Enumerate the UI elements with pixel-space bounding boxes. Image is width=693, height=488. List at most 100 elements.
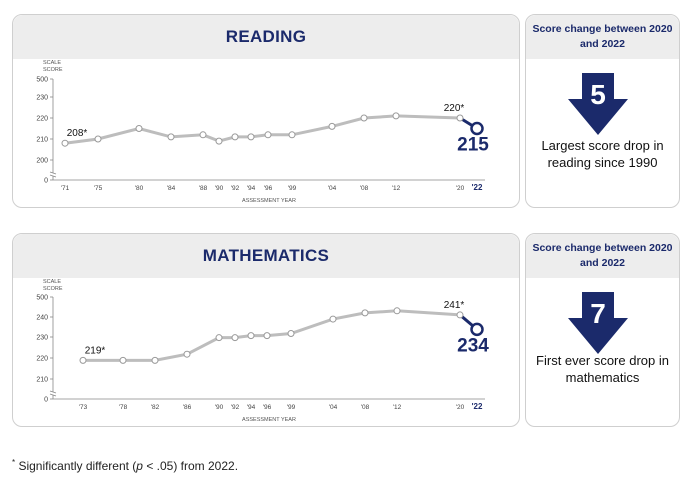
x-axis-label: ASSESSMENT YEAR bbox=[242, 198, 296, 204]
data-point bbox=[288, 131, 296, 139]
x-tick-label: '82 bbox=[151, 404, 160, 411]
data-point bbox=[199, 131, 207, 139]
data-point bbox=[328, 122, 336, 130]
mathematics-chart-header bbox=[13, 234, 519, 278]
mathematics-change-description: First ever score drop in mathematics bbox=[536, 353, 669, 385]
x-tick-label: '90 bbox=[215, 404, 224, 411]
y-tick-label: 0 bbox=[44, 397, 48, 404]
data-point bbox=[263, 332, 271, 340]
y-tick-label: 0 bbox=[44, 178, 48, 185]
x-tick-label: '96 bbox=[264, 185, 273, 192]
data-point bbox=[215, 137, 223, 145]
data-point bbox=[329, 315, 337, 323]
y-axis-label-line: SCALE bbox=[43, 279, 61, 285]
data-label: 219* bbox=[85, 345, 106, 356]
data-point bbox=[264, 131, 272, 139]
x-tick-label: '22 bbox=[472, 402, 483, 411]
y-tick-label: 230 bbox=[36, 95, 48, 102]
mathematics-change-header bbox=[526, 234, 679, 278]
x-tick-label: '12 bbox=[392, 185, 401, 192]
data-label-2022: 215 bbox=[457, 135, 489, 156]
data-point bbox=[231, 133, 239, 141]
reading-change-card: Score change between 2020 and 2022 5 Lar… bbox=[525, 14, 680, 208]
data-label: 241* bbox=[444, 300, 465, 311]
reading-change-description: Largest score drop in reading since 1990 bbox=[541, 138, 664, 170]
x-tick-label: '04 bbox=[328, 185, 337, 192]
mathematics-change-value: 7 bbox=[590, 298, 606, 329]
series-line bbox=[64, 114, 461, 145]
data-point bbox=[247, 133, 255, 141]
x-tick-label: '94 bbox=[247, 185, 256, 192]
x-tick-label: '22 bbox=[472, 183, 483, 192]
data-point bbox=[360, 114, 368, 122]
data-point bbox=[470, 322, 484, 337]
data-point bbox=[167, 133, 175, 141]
mathematics-change-card: Score change between 2020 and 2022 7 Fir… bbox=[525, 233, 680, 427]
data-label: 208* bbox=[67, 128, 88, 139]
x-tick-label: '04 bbox=[329, 404, 338, 411]
x-tick-label: '20 bbox=[456, 404, 465, 411]
x-tick-label: '08 bbox=[361, 404, 370, 411]
data-point bbox=[61, 139, 69, 147]
data-point bbox=[94, 135, 102, 143]
y-axis-label-line: SCALE bbox=[43, 60, 61, 66]
y-tick-label: 220 bbox=[36, 116, 48, 123]
x-tick-label: '92 bbox=[231, 185, 240, 192]
data-point bbox=[79, 356, 87, 364]
reading-chart-header bbox=[13, 15, 519, 59]
data-point bbox=[183, 350, 191, 358]
y-axis-label-line: SCORE bbox=[43, 286, 63, 292]
y-tick-label: 500 bbox=[36, 77, 48, 84]
y-tick-label: 220 bbox=[36, 356, 48, 363]
data-point bbox=[151, 356, 159, 364]
x-tick-label: '73 bbox=[79, 404, 88, 411]
mathematics-chart-card: MATHEMATICS SCALE SCORE 0 210 220 230 240 500 '7… bbox=[12, 233, 520, 427]
mathematics-change-title: Score change between 2020 and 2022 bbox=[532, 242, 673, 269]
reading-chart-title: READING bbox=[225, 27, 307, 46]
reading-change-header bbox=[526, 15, 679, 59]
x-tick-label: '71 bbox=[61, 185, 70, 192]
data-point bbox=[456, 311, 464, 319]
data-point bbox=[247, 332, 255, 340]
data-label: 220* bbox=[444, 103, 465, 114]
data-label-2022: 234 bbox=[457, 335, 489, 356]
footnote-text-before: Significantly different ( bbox=[15, 459, 137, 473]
y-tick-label: 230 bbox=[36, 335, 48, 342]
data-point bbox=[392, 112, 400, 120]
x-tick-label: '99 bbox=[288, 185, 297, 192]
significance-footnote: * Significantly different (p < .05) from… bbox=[12, 458, 238, 473]
y-tick-label: 240 bbox=[36, 315, 48, 322]
reading-chart-card: READING SCALE SCORE 0 200 210 220 230 500 '71 '75… bbox=[12, 14, 520, 208]
x-tick-label: '78 bbox=[119, 404, 128, 411]
data-point bbox=[470, 121, 484, 136]
x-tick-label: '92 bbox=[231, 404, 240, 411]
down-arrow-icon bbox=[568, 292, 628, 354]
mathematics-chart-title: MATHEMATICS bbox=[202, 246, 330, 265]
x-tick-label: '08 bbox=[360, 185, 369, 192]
data-point bbox=[119, 356, 127, 364]
data-point bbox=[361, 309, 369, 317]
axis-break-mark bbox=[49, 171, 57, 175]
x-tick-label: '75 bbox=[94, 185, 103, 192]
y-tick-label: 210 bbox=[36, 137, 48, 144]
x-tick-label: '90 bbox=[215, 185, 224, 192]
data-point bbox=[287, 330, 295, 338]
axis-break-mark bbox=[49, 390, 57, 394]
down-arrow-icon bbox=[568, 73, 628, 135]
x-tick-label: '94 bbox=[247, 404, 256, 411]
data-point bbox=[456, 114, 464, 122]
x-tick-label: '12 bbox=[393, 404, 402, 411]
y-tick-label: 210 bbox=[36, 377, 48, 384]
footnote-star: * bbox=[12, 458, 16, 467]
y-tick-label: 500 bbox=[36, 295, 48, 302]
footnote-p: p bbox=[136, 459, 143, 473]
x-tick-label: '88 bbox=[199, 185, 208, 192]
x-tick-label: '20 bbox=[456, 185, 465, 192]
y-tick-label: 200 bbox=[36, 158, 48, 165]
axis-break-mark bbox=[49, 174, 57, 178]
data-point bbox=[135, 125, 143, 132]
x-axis-label: ASSESSMENT YEAR bbox=[242, 417, 296, 423]
reading-change-title: Score change between 2020 and 2022 bbox=[532, 23, 673, 50]
